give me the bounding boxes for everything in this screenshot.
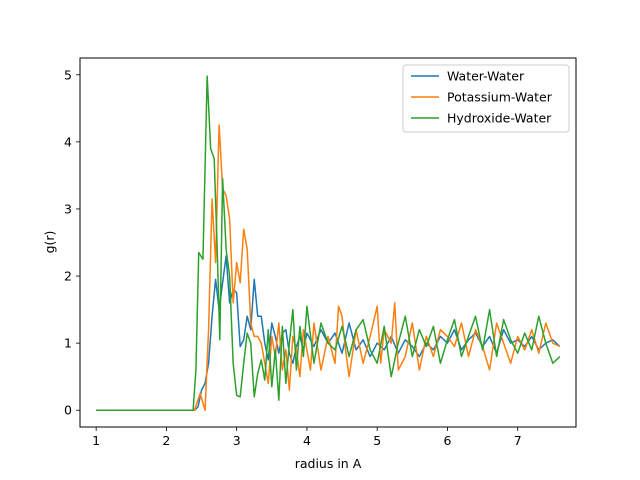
plot-lines [96, 75, 561, 411]
x-tick-label: 3 [233, 433, 241, 448]
legend-entry-label: Water-Water [447, 69, 525, 84]
y-tick-label: 4 [64, 134, 72, 149]
series-line-1 [96, 255, 561, 411]
legend: Water-Water Potassium-Water Hydroxide-Wate… [402, 64, 570, 133]
legend-entry-label: Potassium-Water [447, 90, 553, 105]
legend-box [402, 64, 570, 133]
y-tick-label: 1 [64, 336, 72, 351]
x-tick-label: 2 [162, 433, 170, 448]
y-axis-ticks: 0 1 2 3 4 5 [64, 67, 80, 418]
x-tick-label: 1 [92, 433, 100, 448]
series-line-2 [96, 124, 561, 411]
x-tick-label: 7 [514, 433, 522, 448]
y-axis-label: g(r) [42, 231, 57, 254]
x-tick-label: 5 [373, 433, 381, 448]
x-axis-label: radius in A [295, 456, 362, 471]
x-axis-ticks: 1 2 3 4 5 6 7 [92, 427, 522, 448]
y-tick-label: 0 [64, 403, 72, 418]
legend-entry-label: Hydroxide-Water [447, 111, 552, 126]
x-tick-label: 4 [303, 433, 311, 448]
x-tick-label: 6 [443, 433, 451, 448]
y-tick-label: 3 [64, 201, 72, 216]
y-tick-label: 2 [64, 269, 72, 284]
axes-frame [79, 57, 577, 428]
y-tick-label: 5 [64, 67, 72, 82]
series-line-3 [96, 75, 561, 411]
